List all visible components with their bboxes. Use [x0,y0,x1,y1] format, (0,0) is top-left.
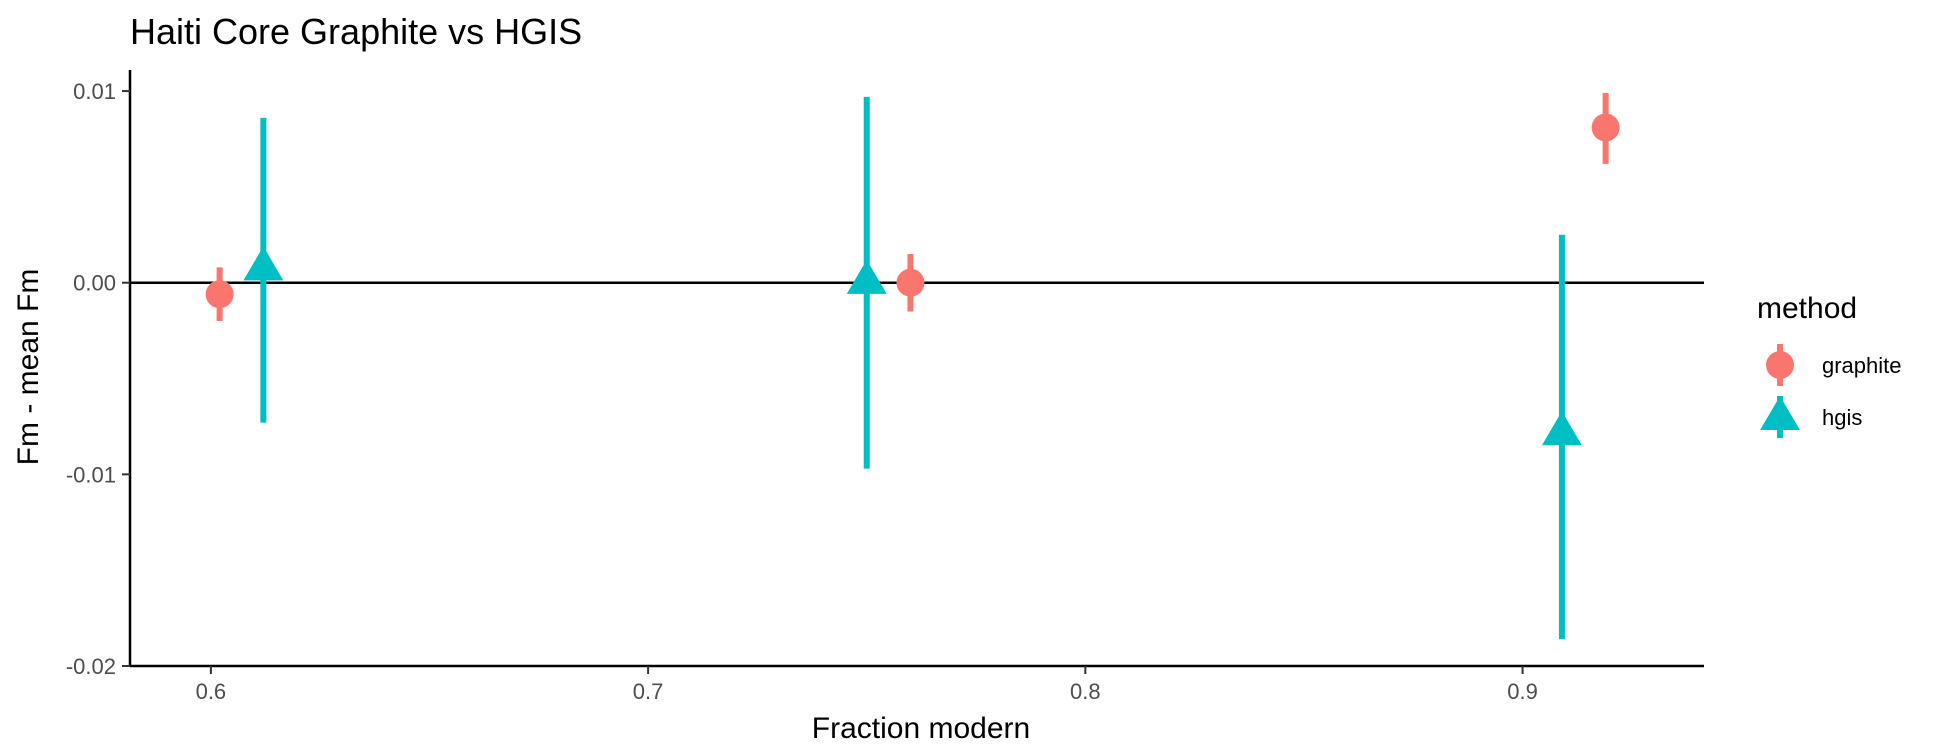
y-tick-label: 0.01 [73,79,116,104]
legend-key-hgis [1760,396,1800,431]
legend-key-graphite [1766,351,1794,379]
legend: method graphite hgis [1757,292,1902,438]
y-tick-label: -0.01 [66,462,116,487]
y-tick-label: 0.00 [73,271,116,296]
legend-label-hgis: hgis [1822,405,1862,430]
hgis-point [1541,411,1582,446]
hgis-point [243,246,284,281]
y-axis-title: Fm - mean Fm [12,269,45,466]
plot-area: -0.02 -0.01 0.00 0.01 0.6 0.7 0.8 0.9 [66,70,1704,704]
x-tick-label: 0.9 [1507,679,1538,704]
x-tick-label: 0.7 [633,679,664,704]
legend-title: method [1757,292,1857,325]
graphite-point [205,280,234,309]
y-tick-label: -0.02 [66,654,116,679]
legend-label-graphite: graphite [1822,353,1902,378]
hgis-point [846,259,887,294]
chart-title: Haiti Core Graphite vs HGIS [130,11,582,52]
x-tick-label: 0.8 [1070,679,1101,704]
x-tick-label: 0.6 [196,679,227,704]
graphite-point [896,268,925,297]
graphite-point [1591,113,1620,142]
x-axis-title: Fraction modern [812,712,1030,745]
